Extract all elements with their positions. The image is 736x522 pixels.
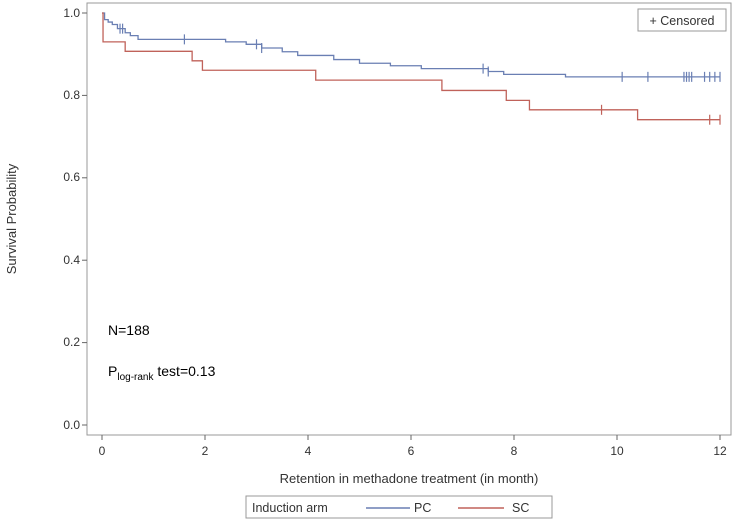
x-tick-label: 6 bbox=[408, 444, 415, 458]
x-tick-label: 2 bbox=[202, 444, 209, 458]
x-tick-label: 10 bbox=[610, 444, 624, 458]
p-subscript: log-rank bbox=[117, 372, 154, 383]
y-tick-label: 0.0 bbox=[63, 418, 80, 432]
x-tick-label: 12 bbox=[713, 444, 727, 458]
y-tick-label: 0.4 bbox=[63, 253, 80, 267]
series-line-sc bbox=[102, 12, 720, 121]
legend-box bbox=[245, 495, 553, 519]
censored-legend-box bbox=[637, 8, 727, 32]
y-axis-label: Survival Probability bbox=[4, 163, 19, 274]
x-tick-label: 8 bbox=[511, 444, 518, 458]
p-symbol: P bbox=[108, 363, 117, 379]
x-tick-label: 0 bbox=[99, 444, 106, 458]
legend-label-sc: SC bbox=[512, 501, 529, 515]
y-tick-label: 0.8 bbox=[63, 88, 80, 102]
y-tick-label: 1.0 bbox=[63, 6, 80, 20]
y-tick-label: 0.2 bbox=[63, 335, 80, 349]
x-tick-label: 4 bbox=[305, 444, 312, 458]
censored-legend-label: + Censored bbox=[650, 14, 715, 28]
n-annotation: N=188 bbox=[108, 322, 150, 338]
p-value-annotation: Plog-rank test=0.13 bbox=[108, 363, 216, 383]
legend-label-pc: PC bbox=[414, 501, 431, 515]
p-test-text: test=0.13 bbox=[153, 363, 215, 379]
x-axis-label: Retention in methadone treatment (in mon… bbox=[280, 471, 539, 486]
series-line-pc bbox=[102, 12, 720, 78]
plot-frame bbox=[86, 2, 732, 436]
series-layer bbox=[102, 12, 721, 125]
y-tick-label: 0.6 bbox=[63, 170, 80, 184]
axis-ticks bbox=[82, 12, 721, 440]
legend-title: Induction arm bbox=[252, 501, 328, 515]
